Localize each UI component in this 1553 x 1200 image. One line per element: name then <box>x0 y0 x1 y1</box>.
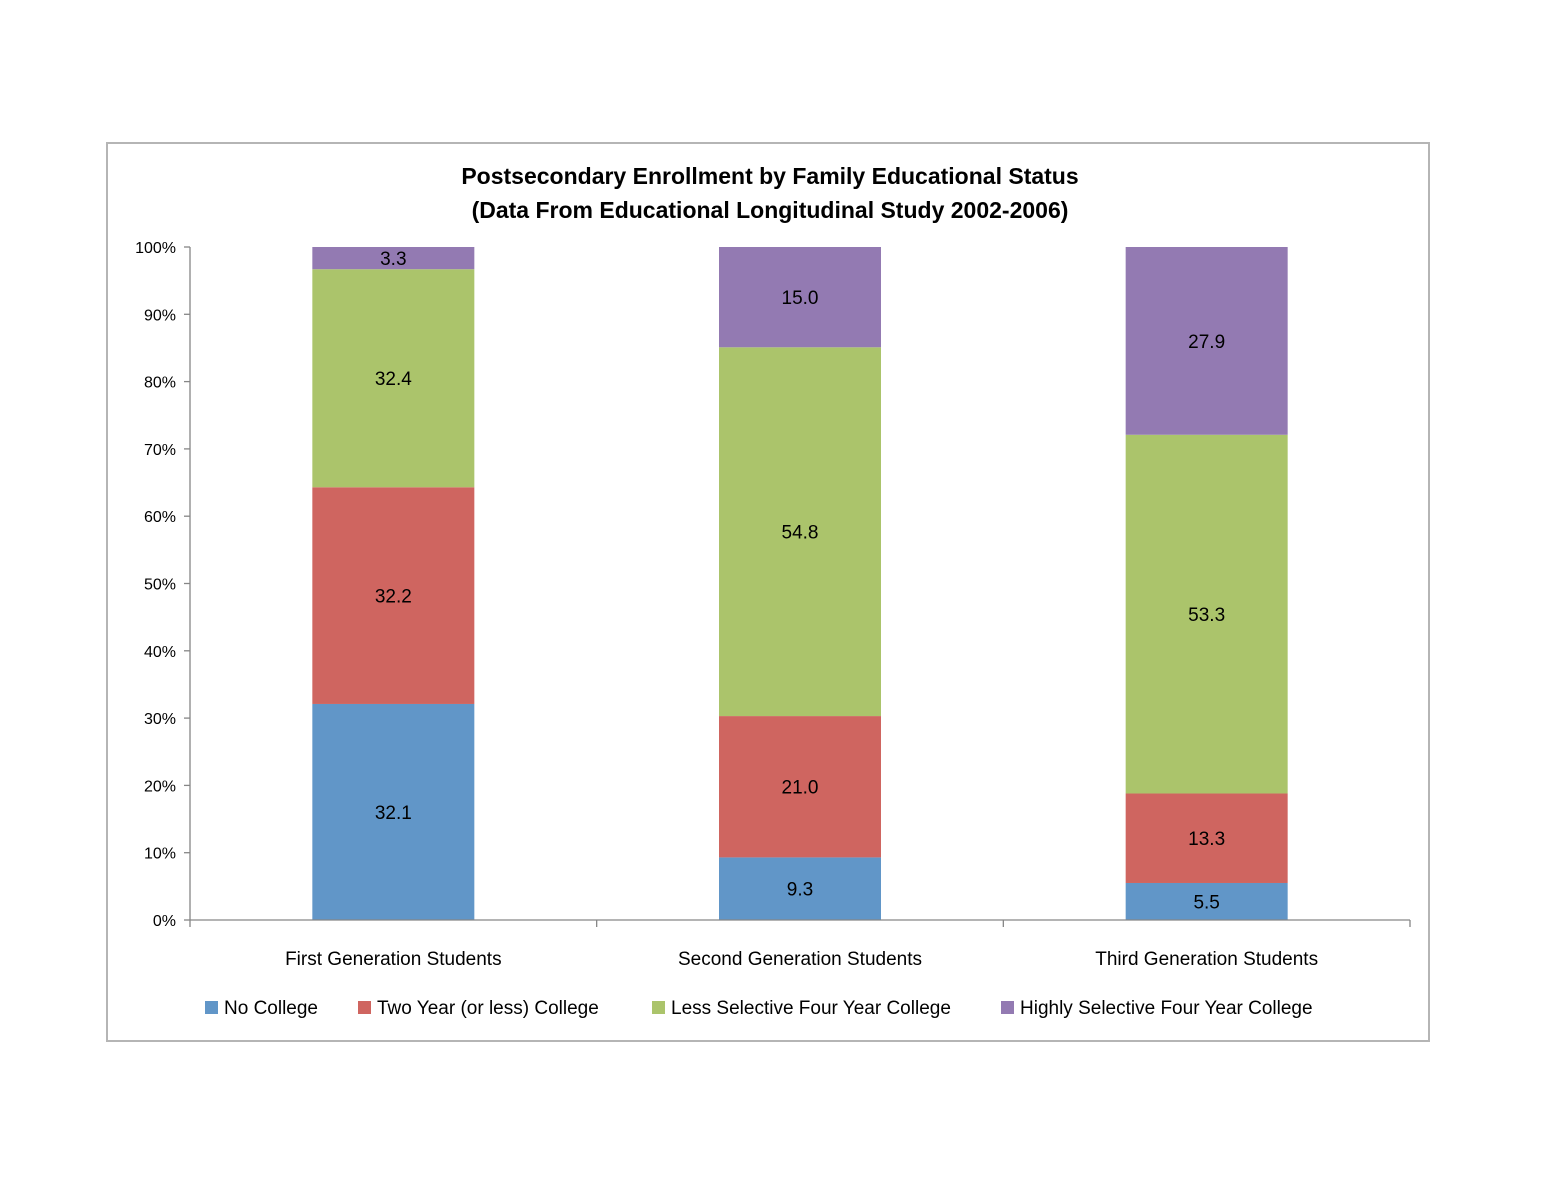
bar-3-2 <box>719 347 881 717</box>
bar-2-2 <box>719 716 881 858</box>
data-label-1-2: 9.3 <box>787 880 813 901</box>
data-label-4-3: 27.9 <box>1188 332 1225 353</box>
bar-1-2 <box>719 857 881 920</box>
y-tick-label: 10% <box>144 846 176 863</box>
data-label-2-3: 13.3 <box>1188 829 1225 850</box>
legend-swatch-2 <box>358 1001 371 1014</box>
data-label-3-2: 54.8 <box>782 523 819 544</box>
legend-label-1: No College <box>224 998 318 1019</box>
bar-4-2 <box>719 247 881 348</box>
legend-label-4: Highly Selective Four Year College <box>1020 998 1313 1019</box>
y-tick-label: 60% <box>144 509 176 526</box>
data-label-3-3: 53.3 <box>1188 605 1225 626</box>
bar-3-1 <box>312 269 475 488</box>
x-tick-label: Third Generation Students <box>1095 949 1318 970</box>
y-tick-label: 50% <box>144 577 176 594</box>
y-tick-label: 70% <box>144 442 176 459</box>
chart-svg: Postsecondary Enrollment by Family Educa… <box>135 163 1411 1019</box>
bar-1-3 <box>1125 882 1288 920</box>
y-tick-label: 80% <box>144 375 176 392</box>
data-label-1-1: 32.1 <box>375 803 412 824</box>
bar-1-1 <box>312 703 475 920</box>
bars-layer <box>312 247 1288 920</box>
x-tick-label: Second Generation Students <box>678 949 922 970</box>
legend-label-3: Less Selective Four Year College <box>671 998 951 1019</box>
chart-subtitle: (Data From Educational Longitudinal Stud… <box>472 197 1069 223</box>
bar-3-3 <box>1125 434 1288 794</box>
y-tick-label: 90% <box>144 307 176 324</box>
bar-4-1 <box>312 247 475 270</box>
y-tick-label: 20% <box>144 778 176 795</box>
y-tick-label: 100% <box>135 240 176 257</box>
y-tick-label: 40% <box>144 644 176 661</box>
bar-2-1 <box>312 487 475 704</box>
data-label-2-1: 32.2 <box>375 587 412 608</box>
bar-2-3 <box>1125 793 1288 883</box>
data-label-2-2: 21.0 <box>782 778 819 799</box>
data-labels-layer: 32.1 32.2 32.4 3.3 9.3 21.0 54.8 15.0 5.5 13.3 53.… <box>375 249 1225 913</box>
y-tick-label: 0% <box>153 913 176 930</box>
legend-swatch-3 <box>652 1001 665 1014</box>
data-label-3-1: 32.4 <box>375 369 412 390</box>
data-label-4-1: 3.3 <box>380 249 406 270</box>
y-tick-label: 30% <box>144 711 176 728</box>
chart-frame: Postsecondary Enrollment by Family Educa… <box>106 142 1430 1042</box>
bar-4-3 <box>1125 247 1288 435</box>
legend-swatch-4 <box>1001 1001 1014 1014</box>
legend-label-2: Two Year (or less) College <box>377 998 599 1019</box>
data-label-4-2: 15.0 <box>782 288 819 309</box>
x-tick-label: First Generation Students <box>285 949 502 970</box>
chart-title: Postsecondary Enrollment by Family Educa… <box>461 163 1078 189</box>
data-label-1-3: 5.5 <box>1193 892 1219 913</box>
axis-layer: 0% 10% 20% 30% 40% 50% 60% 70% 80% 90% 100% First G… <box>135 240 1411 970</box>
legend: No College Two Year (or less) College Less… <box>205 998 1313 1019</box>
legend-swatch-1 <box>205 1001 218 1014</box>
